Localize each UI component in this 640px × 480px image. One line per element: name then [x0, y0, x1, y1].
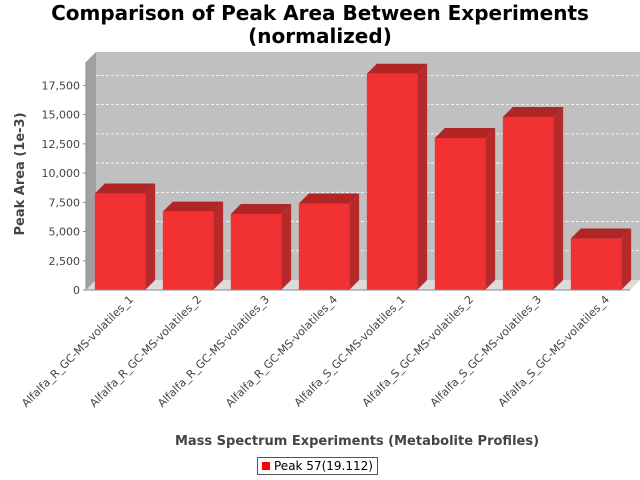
bar-top-face: [162, 201, 224, 212]
y-tick-label: 7,500: [49, 196, 81, 209]
bar: [94, 183, 156, 290]
x-axis-ticks: Alfalfa_R_GC-MS-volatiles_1Alfalfa_R_GC-…: [19, 293, 612, 410]
x-tick-label: Alfalfa_R_GC-MS-volatiles_3: [155, 293, 272, 410]
bar-front-face: [570, 238, 622, 290]
bar-front-face: [230, 214, 282, 290]
bar: [434, 128, 496, 290]
bar-side-face: [621, 228, 632, 290]
bar-front-face: [162, 211, 214, 290]
y-tick-label: 0: [73, 284, 80, 297]
bar-side-face: [553, 106, 564, 290]
legend-swatch: [262, 462, 270, 470]
bar-side-face: [485, 128, 496, 290]
bar-front-face: [298, 203, 350, 290]
chart-title: Comparison of Peak Area Between Experime…: [0, 2, 640, 48]
x-tick-label: Alfalfa_S_GC-MS-volatiles_1: [292, 293, 408, 409]
bar-top-face: [434, 128, 496, 138]
y-tick-label: 2,500: [49, 255, 81, 268]
x-tick-label: Alfalfa_R_GC-MS-volatiles_2: [87, 293, 204, 410]
x-tick-label: Alfalfa_S_GC-MS-volatiles_4: [496, 293, 612, 409]
x-tick-label: Alfalfa_S_GC-MS-volatiles_3: [428, 293, 544, 409]
bar-front-face: [434, 138, 486, 290]
bar: [570, 228, 632, 290]
bar-side-face: [349, 193, 360, 290]
chart-title-line-1: Comparison of Peak Area Between Experime…: [51, 1, 589, 25]
bar: [366, 63, 428, 290]
bar-top-face: [366, 63, 428, 74]
chart-title-line-2: (normalized): [248, 24, 392, 48]
bar: [230, 204, 292, 290]
bar-side-face: [145, 183, 156, 290]
legend-label: Peak 57(19.112): [274, 459, 373, 473]
bar-side-face: [213, 201, 224, 290]
x-axis-label: Mass Spectrum Experiments (Metabolite Pr…: [175, 434, 539, 449]
x-tick-label: Alfalfa_R_GC-MS-volatiles_4: [223, 293, 340, 410]
y-tick-label: 17,500: [42, 79, 81, 92]
plot-side-wall: [86, 52, 96, 290]
bar-front-face: [502, 116, 554, 290]
x-tick-label: Alfalfa_S_GC-MS-volatiles_2: [360, 293, 476, 409]
bar: [502, 106, 564, 290]
bar-side-face: [281, 204, 292, 290]
bar-front-face: [366, 73, 418, 290]
y-tick-label: 10,000: [42, 167, 81, 180]
x-tick-label: Alfalfa_R_GC-MS-volatiles_1: [19, 293, 136, 410]
axes: [85, 62, 630, 291]
legend: Peak 57(19.112): [257, 457, 378, 475]
plot-floor: [86, 280, 640, 290]
bar-top-face: [570, 228, 632, 239]
bar-top-face: [94, 183, 156, 194]
bar-front-face: [94, 193, 146, 290]
bar: [298, 193, 360, 290]
bar-top-face: [298, 193, 360, 204]
y-tick-label: 5,000: [49, 226, 81, 239]
y-tick-label: 15,000: [42, 109, 81, 122]
bar-side-face: [417, 63, 428, 290]
bar-top-face: [502, 106, 564, 117]
y-axis-ticks: 0 2,500 5,000 7,500 10,000 12,500 15,000 17,500: [42, 79, 86, 297]
bar: [162, 201, 224, 290]
y-tick-label: 12,500: [42, 138, 81, 151]
bars: [94, 63, 632, 290]
y-axis-label: Peak Area (1e-3): [13, 112, 28, 235]
bar-top-face: [230, 204, 292, 214]
